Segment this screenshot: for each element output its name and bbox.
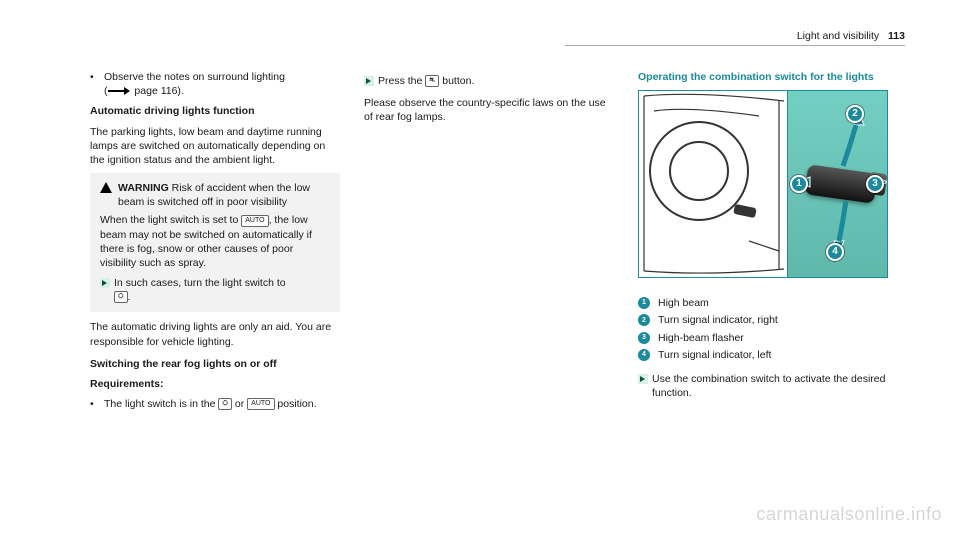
text: When the light switch is set to — [100, 214, 241, 226]
step-text: Press the ⛐ button. — [378, 74, 474, 88]
fog-symbol: ⛐ — [425, 75, 439, 87]
text: position. — [275, 398, 317, 410]
section-heading: Operating the combination switch for the… — [638, 70, 888, 84]
page-root: Light and visibility 113 • Observe the n… — [0, 0, 960, 533]
warning-body: When the light switch is set to AUTO, th… — [100, 213, 330, 270]
legend-item: 1 High beam — [638, 296, 888, 310]
legend-num-1: 1 — [638, 297, 650, 309]
step-row: Use the combination switch to activate t… — [638, 372, 888, 400]
list-item: • Observe the notes on surround lighting… — [90, 70, 340, 98]
combination-switch-diagram: 1 2 3 4 — [638, 90, 888, 278]
warning-step: In such cases, turn the light switch to … — [100, 276, 330, 304]
legend-item: 3 High-beam flasher — [638, 331, 888, 345]
subheading: Requirements: — [90, 377, 340, 391]
step-arrow-icon — [100, 278, 110, 288]
step-arrow-icon — [364, 76, 374, 86]
arrow-ref-icon — [108, 87, 132, 95]
diagram-zoom: 1 2 3 4 — [787, 91, 887, 277]
list-item: • The light switch is in the ⛭ or AUTO p… — [90, 397, 340, 411]
warning-title-text: WARNING Risk of accident when the low be… — [118, 181, 330, 209]
header-section: Light and visibility — [797, 30, 879, 42]
watermark: carmanualsonline.info — [756, 504, 942, 525]
warning-title-row: WARNING Risk of accident when the low be… — [100, 181, 330, 209]
column-3: Operating the combination switch for the… — [638, 70, 888, 417]
column-1: • Observe the notes on surround lighting… — [90, 70, 340, 417]
text: or — [232, 398, 247, 410]
header-rule — [565, 45, 905, 46]
page-header: Light and visibility 113 — [797, 30, 905, 42]
column-2: Press the ⛐ button. Please observe the c… — [364, 70, 614, 417]
step-text: Use the combination switch to activate t… — [652, 372, 888, 400]
columns: • Observe the notes on surround lighting… — [90, 30, 905, 417]
step-text: In such cases, turn the light switch to … — [114, 276, 286, 304]
subheading: Automatic driving lights function — [90, 104, 340, 118]
text: Observe the notes on surround lighting — [104, 71, 285, 83]
paragraph: Please observe the country-specific laws… — [364, 96, 614, 124]
legend-num-4: 4 — [638, 349, 650, 361]
text: Press the — [378, 75, 425, 87]
warning-box: WARNING Risk of accident when the low be… — [90, 173, 340, 312]
header-pagenum: 113 — [888, 30, 905, 42]
bullet-text: Observe the notes on surround lighting (… — [104, 70, 285, 98]
steering-hub-icon — [669, 141, 729, 201]
bullet-list: • Observe the notes on surround lighting… — [90, 70, 340, 98]
legend-text: Turn signal indicator, right — [658, 313, 778, 327]
req-list: • The light switch is in the ⛭ or AUTO p… — [90, 397, 340, 411]
bullet-dot: • — [90, 397, 104, 411]
auto-symbol: AUTO — [241, 215, 268, 227]
text: page 116). — [134, 85, 183, 97]
legend-item: 2 Turn signal indicator, right — [638, 313, 888, 327]
legend-text: High-beam flasher — [658, 331, 744, 345]
legend-item: 4 Turn signal indicator, left — [638, 348, 888, 362]
warning-label: WARNING — [118, 182, 169, 194]
step-row: Press the ⛐ button. — [364, 74, 614, 88]
text: In such cases, turn the light switch to — [114, 277, 286, 289]
legend-num-3: 3 — [638, 332, 650, 344]
lowbeam-symbol: ⛭ — [218, 398, 232, 410]
auto-symbol: AUTO — [247, 398, 274, 410]
paragraph: The parking lights, low beam and daytime… — [90, 125, 340, 168]
legend-text: High beam — [658, 296, 709, 310]
step-arrow-icon — [638, 374, 648, 384]
text: The light switch is in the — [104, 398, 218, 410]
legend-text: Turn signal indicator, left — [658, 348, 771, 362]
req-text: The light switch is in the ⛭ or AUTO pos… — [104, 397, 317, 411]
lowbeam-symbol: ⛭ — [114, 291, 128, 303]
paragraph: The automatic driving lights are only an… — [90, 320, 340, 348]
warning-triangle-icon — [100, 182, 112, 193]
legend-num-2: 2 — [638, 314, 650, 326]
subheading: Switching the rear fog lights on or off — [90, 357, 340, 371]
diagram-interior — [639, 91, 789, 277]
text: button. — [439, 75, 474, 87]
bullet-dot: • — [90, 70, 104, 98]
text: . — [128, 291, 131, 303]
